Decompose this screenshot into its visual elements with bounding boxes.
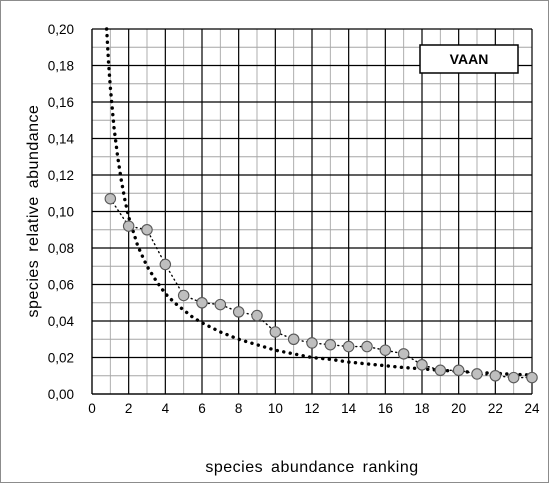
- data-point: [526, 371, 538, 384]
- legend: VAAN: [419, 44, 519, 74]
- x-axis-title: species abundance ranking: [205, 459, 418, 476]
- data-point: [269, 326, 282, 338]
- data-point: [159, 258, 172, 271]
- data-point: [379, 344, 392, 356]
- x-tick-label: 2: [125, 401, 133, 416]
- data-point: [196, 296, 208, 309]
- y-tick-label: 0,20: [48, 22, 74, 37]
- x-tick-label: 0: [88, 401, 96, 416]
- x-tick-label: 4: [162, 401, 170, 416]
- data-point: [489, 369, 502, 382]
- x-tick-label: 20: [451, 401, 466, 416]
- y-tick-label: 0,00: [48, 387, 74, 402]
- x-tick-label: 24: [524, 401, 540, 416]
- x-tick-label: 18: [414, 401, 429, 416]
- x-tick-label: 8: [235, 401, 243, 416]
- series-observed-line: [109, 198, 533, 379]
- data-point: [361, 340, 373, 353]
- data-point: [104, 192, 117, 205]
- data-point: [471, 368, 483, 380]
- legend-label: VAAN: [450, 51, 489, 67]
- data-point: [324, 338, 337, 351]
- data-point: [306, 337, 318, 349]
- y-axis-title: species relative abundance: [25, 105, 42, 318]
- x-tick-labels: 0 2 4 6 8 10 12 14 16 18 20 22 24: [88, 401, 540, 416]
- y-tick-label: 0,02: [48, 351, 74, 366]
- x-tick-label: 10: [268, 401, 283, 416]
- series-layer: [104, 27, 538, 384]
- x-tick-label: 14: [341, 401, 357, 416]
- data-point: [287, 333, 300, 345]
- x-tick-label: 22: [488, 401, 503, 416]
- data-point: [232, 306, 245, 318]
- legend-box: [419, 44, 519, 74]
- y-tick-label: 0,06: [48, 278, 74, 293]
- x-tick-label: 6: [198, 401, 206, 416]
- data-point: [434, 364, 447, 377]
- y-tick-label: 0,12: [48, 168, 74, 183]
- data-point: [416, 359, 428, 371]
- data-point: [251, 309, 263, 322]
- x-tick-label: 12: [304, 401, 319, 416]
- y-tick-label: 0,14: [48, 132, 75, 147]
- data-point: [141, 224, 153, 236]
- y-tick-label: 0,04: [48, 314, 75, 329]
- y-tick-label: 0,10: [48, 205, 74, 220]
- y-tick-label: 0,18: [48, 59, 74, 74]
- data-point: [177, 289, 190, 302]
- x-tick-label: 16: [378, 401, 393, 416]
- data-point: [342, 340, 355, 353]
- y-tick-label: 0,16: [48, 95, 74, 110]
- data-point: [397, 348, 410, 360]
- data-point: [507, 371, 520, 384]
- data-point: [214, 298, 227, 311]
- data-point: [452, 364, 465, 377]
- plot-area: [91, 28, 533, 395]
- y-tick-label: 0,08: [48, 241, 74, 256]
- y-tick-labels: 0,00 0,02 0,04 0,06 0,08 0,10 0,12 0,14 0,16 0,18…: [48, 22, 75, 402]
- data-point: [122, 220, 135, 232]
